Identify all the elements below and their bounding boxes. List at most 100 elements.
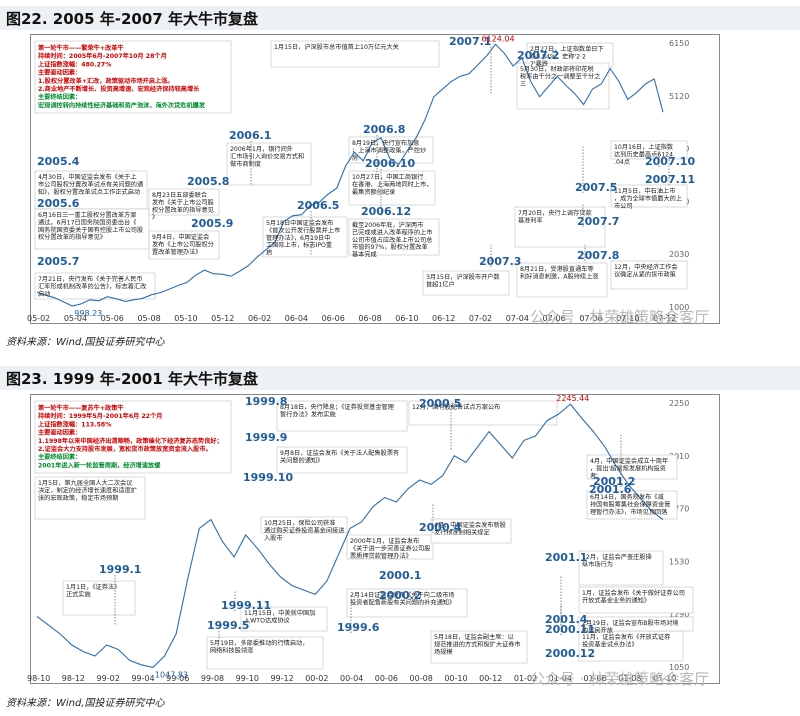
callout-box — [348, 170, 436, 206]
y-tick-label: 1530 — [669, 557, 689, 566]
date-label-2005-9: 2005.9 — [191, 217, 233, 230]
summary-line4: 1.1998年以来中国经济出清顺畅，政策催化下经济复苏态势良好； — [38, 437, 223, 445]
x-tick-label: 99-02 — [97, 674, 120, 683]
date-label-1999-8: 1999.8 — [245, 395, 287, 408]
note-n12: 2月27日，上证指数单日下跌8.84%，史称'2·2 7'暴跌 — [530, 45, 604, 68]
note-n11: 1月15日，沪深股市总市值首上10万亿元大关 — [274, 43, 399, 51]
chart-frame-1: 61505120409030602030100005-0205-0405-060… — [27, 34, 720, 324]
figure-1-title: 图22. 2005 年-2007 年大牛市复盘 — [6, 10, 258, 28]
chart-1-svg: 61505120409030602030100005-0205-0405-060… — [27, 34, 695, 323]
callout-box — [430, 518, 512, 544]
summary-line6: 主要终结因素： — [38, 453, 81, 461]
note-m11: 4月，中国证监会发布新股发行核准制相关规定 — [434, 521, 506, 536]
x-tick-label: 99-10 — [236, 674, 259, 683]
date-label-2005-4: 2005.4 — [37, 155, 80, 168]
x-tick-label: 99-04 — [131, 674, 154, 683]
date-label-2007-8: 2007.8 — [577, 249, 619, 262]
date-label-2001-2: 2001.2 — [593, 475, 635, 488]
x-tick-label: 00-12 — [479, 674, 502, 683]
y-tick-label: 2010 — [669, 452, 689, 461]
summary-line7: 宏观调控转向持续性经济基础和资产泡沫，海外次贷危机爆发 — [38, 101, 206, 109]
note-n6: 2006年1月，银行间外汇市场引入询价交易方式和做市商制度 — [230, 145, 304, 168]
callout-box — [260, 516, 348, 534]
low-value-label: 998.23 — [74, 309, 102, 318]
summary-line2: 上证指数涨幅：113.58% — [38, 420, 111, 428]
x-tick-label: 06-04 — [285, 314, 308, 323]
callout-box — [276, 400, 408, 432]
date-label-2006-8: 2006.8 — [363, 123, 405, 136]
x-tick-label: 01-06 — [583, 674, 606, 683]
high-value-label: 2245.44 — [556, 394, 589, 403]
note-n5: 7月21日，央行发布《关于完善人民币汇率形成机制改革的公告》，标志着汇改启动 — [38, 275, 146, 298]
note-m16: 2月19日，证监会宣布B股市场对境内居民开放 — [582, 619, 679, 634]
callout-box — [578, 616, 694, 632]
figure-2-titlebar: 图23. 1999 年-2001 年大牛市复盘 — [0, 366, 800, 390]
date-label-2007-11: 2007.11 — [645, 173, 695, 186]
callout-box — [578, 550, 664, 586]
x-tick-label: 06-02 — [248, 314, 271, 323]
x-tick-label: 06-12 — [432, 314, 455, 323]
note-n14: 5月30日，财政部将印花税税率由千分之一调整至千分之三 — [520, 65, 600, 88]
chart-frame-2: 2250 2010 1770 1530 1290 1050 98-10 98-12 99-02 9… — [27, 394, 720, 684]
index-line — [36, 43, 664, 307]
summary-line2: 上证指数涨幅：480.27% — [38, 60, 111, 68]
summary-line6: 主要终结因素： — [38, 93, 81, 101]
date-label-2007-2: 2007.2 — [517, 49, 559, 62]
date-label-2000-11: 2000.11 — [545, 623, 595, 636]
callout-box — [430, 630, 528, 664]
x-tick-label: 07-08 — [579, 314, 602, 323]
callout-box — [610, 184, 688, 208]
summary-line5: 2.证监会大力支持股市发展，宽松货币政策放宽资金流入股市。 — [38, 445, 212, 453]
note-n7: 5月18日中国证监会发布《首次公开发行股票并上市管理办法》，6月19日中工国际上… — [266, 219, 340, 257]
x-tick-label: 07-10 — [616, 314, 639, 323]
date-label-2006-12: 2006.12 — [361, 205, 411, 218]
summary-head: 第一轮牛市——繁荣牛+改革牛 — [37, 44, 124, 52]
x-tick-label: 00-08 — [410, 674, 433, 683]
high-value-label: 6124.04 — [481, 34, 514, 43]
summary-line7: 2001年进入新一轮监管周期，经济增速放缓 — [38, 461, 161, 469]
date-label-1999-10: 1999.10 — [243, 471, 293, 484]
callout-box — [240, 606, 328, 632]
callout-box — [578, 630, 684, 662]
y-tick-label: 1000 — [669, 303, 689, 312]
callout-box — [514, 206, 606, 248]
y-tick-label: 5120 — [669, 92, 689, 101]
note-m9: 2000年1月，证监会发布《关于进一步完善证券公司股票质押贷款管理办法》 — [350, 537, 430, 560]
date-label-2000-2: 2000.2 — [379, 589, 421, 602]
date-label-1999-9: 1999.9 — [245, 431, 287, 444]
date-label-2000-5: 2000.5 — [419, 397, 461, 410]
callout-box — [226, 142, 312, 186]
date-label-2006-10: 2006.10 — [365, 157, 415, 170]
watermark-2: 公众号 · 林荣雄策略会客厅 — [530, 670, 710, 688]
date-label-2005-7: 2005.7 — [37, 255, 79, 268]
callout-box — [206, 636, 324, 670]
x-tick-label: 06-08 — [358, 314, 381, 323]
x-tick-label: 06-06 — [322, 314, 345, 323]
date-label-2000-12: 2000.12 — [545, 647, 595, 660]
watermark-1: 公众号 · 林荣雄策略会客厅 — [530, 308, 710, 326]
x-tick-label: 07-06 — [543, 314, 566, 323]
x-tick-label: 05-12 — [211, 314, 234, 323]
date-label-2007-3: 2007.3 — [479, 255, 521, 268]
figure-2: 图23. 1999 年-2001 年大牛市复盘 2250 2010 1770 1530… — [0, 352, 800, 716]
callout-box — [422, 270, 510, 296]
x-tick-label: 01-08 — [618, 674, 641, 683]
note-m12: 5月18日，证监会副主席：以规范推进的方式积极扩大证券市场规模 — [434, 633, 521, 656]
note-n15: 7月20日，央行上调存贷款基准利率 — [518, 209, 592, 224]
callout-box — [610, 140, 688, 160]
x-tick-label: 05-02 — [27, 314, 50, 323]
x-tick-label: 00-06 — [375, 674, 398, 683]
index-line — [36, 403, 664, 669]
date-label-1999-11: 1999.11 — [221, 599, 271, 612]
note-m5: 9月8日，证监会发布《关于法人配售股票有关问题的通知》 — [280, 449, 399, 464]
x-tick-label: 01-10 — [653, 674, 676, 683]
note-n13: 3月15日，沪深股市开户数首超1亿户 — [426, 273, 500, 288]
note-m17: 4月，中国证监会成立十周年，提出'超常规发展机构投资者' — [590, 457, 668, 480]
note-n2: 6月16日三一重工股权分置改革方案通过。6月17日国务院国资委出台《国务院国资委… — [38, 211, 143, 241]
callout-box — [346, 534, 434, 560]
figure-2-title: 图23. 1999 年-2001 年大牛市复盘 — [6, 370, 258, 388]
callout-box — [586, 490, 678, 520]
note-n10: 截至2006年底，沪深两市已完成或进入改革程序的上市公司市值占应改革上市公司总市… — [352, 221, 432, 259]
date-label-2001-1: 2001.1 — [545, 551, 587, 564]
callout-box — [516, 262, 608, 298]
